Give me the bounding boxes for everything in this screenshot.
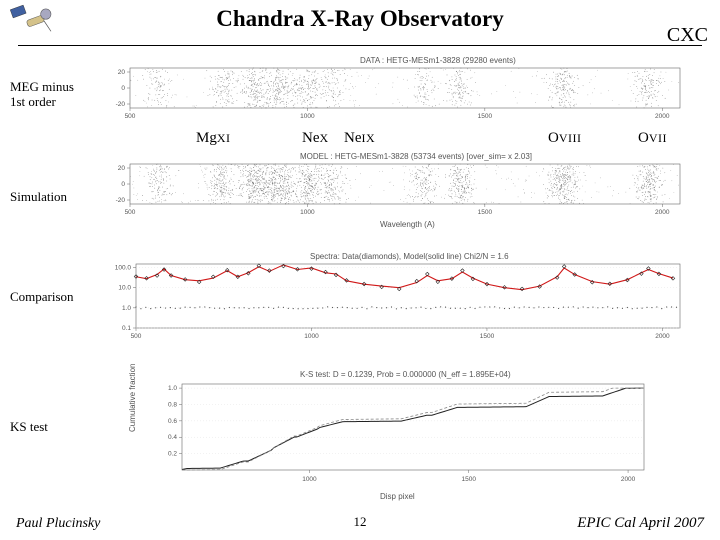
satellite-icon <box>6 2 58 40</box>
svg-text:500: 500 <box>125 209 136 216</box>
svg-text:0.6: 0.6 <box>168 418 177 425</box>
panel4-label: KS test <box>10 420 48 435</box>
ion-ovii: OVII <box>638 130 667 147</box>
ion-nex: NeX <box>302 130 329 147</box>
svg-text:1500: 1500 <box>478 209 493 216</box>
panel2-label: Simulation <box>10 190 67 205</box>
panel4-chart: 0.2 0.4 0.6 0.8 1.0 1000 1500 2000 <box>152 378 652 488</box>
ion-oviii: OVIII <box>548 130 582 147</box>
svg-text:1000: 1000 <box>300 209 315 216</box>
svg-text:10.0: 10.0 <box>118 285 131 292</box>
svg-text:0.2: 0.2 <box>168 451 177 458</box>
svg-text:1.0: 1.0 <box>168 385 177 392</box>
svg-text:0: 0 <box>121 181 125 188</box>
panel1-scatter: -20 0 20 500 1000 1500 2000 <box>102 64 688 120</box>
svg-text:0.4: 0.4 <box>168 434 177 441</box>
svg-text:1500: 1500 <box>462 476 477 483</box>
svg-text:-20: -20 <box>116 197 126 204</box>
panel1-label: MEG minus1st order <box>10 80 88 110</box>
panel4-ylabel: Cumulative fraction <box>128 364 137 432</box>
svg-text:100.0: 100.0 <box>115 265 132 272</box>
header: Chandra X-Ray Observatory CXC <box>18 0 702 46</box>
svg-text:-20: -20 <box>116 101 126 108</box>
panel2-scatter: -20 0 20 500 1000 1500 2000 <box>102 160 688 216</box>
svg-text:1000: 1000 <box>300 113 315 120</box>
svg-text:500: 500 <box>131 333 142 340</box>
svg-text:1000: 1000 <box>302 476 317 483</box>
svg-text:2000: 2000 <box>655 333 670 340</box>
panel2-xlabel: Wavelength (A) <box>380 220 435 229</box>
ion-mg: MgXI <box>196 130 231 147</box>
svg-text:0.8: 0.8 <box>168 401 177 408</box>
svg-text:0: 0 <box>121 85 125 92</box>
panel3-label: Comparison <box>10 290 74 305</box>
footer-venue: EPIC Cal April 2007 <box>577 515 704 532</box>
svg-text:2000: 2000 <box>621 476 636 483</box>
svg-text:1.0: 1.0 <box>122 305 131 312</box>
panel4-xlabel: Disp pixel <box>380 492 415 501</box>
svg-text:2000: 2000 <box>655 113 670 120</box>
svg-text:1500: 1500 <box>478 113 493 120</box>
svg-text:20: 20 <box>118 165 126 172</box>
svg-text:1500: 1500 <box>480 333 495 340</box>
svg-text:0.1: 0.1 <box>122 325 131 332</box>
org-label: CXC <box>667 24 708 47</box>
svg-text:500: 500 <box>125 113 136 120</box>
svg-text:1000: 1000 <box>304 333 319 340</box>
panel3-chart: 0.1 1.0 10.0 100.0 500 1000 1500 2000 <box>102 260 688 340</box>
svg-text:2000: 2000 <box>655 209 670 216</box>
page-title: Chandra X-Ray Observatory <box>216 6 504 32</box>
page-number: 12 <box>354 514 367 530</box>
ion-neix: NeIX <box>344 130 375 147</box>
svg-text:20: 20 <box>118 69 126 76</box>
footer-author: Paul Plucinsky <box>16 516 100 532</box>
